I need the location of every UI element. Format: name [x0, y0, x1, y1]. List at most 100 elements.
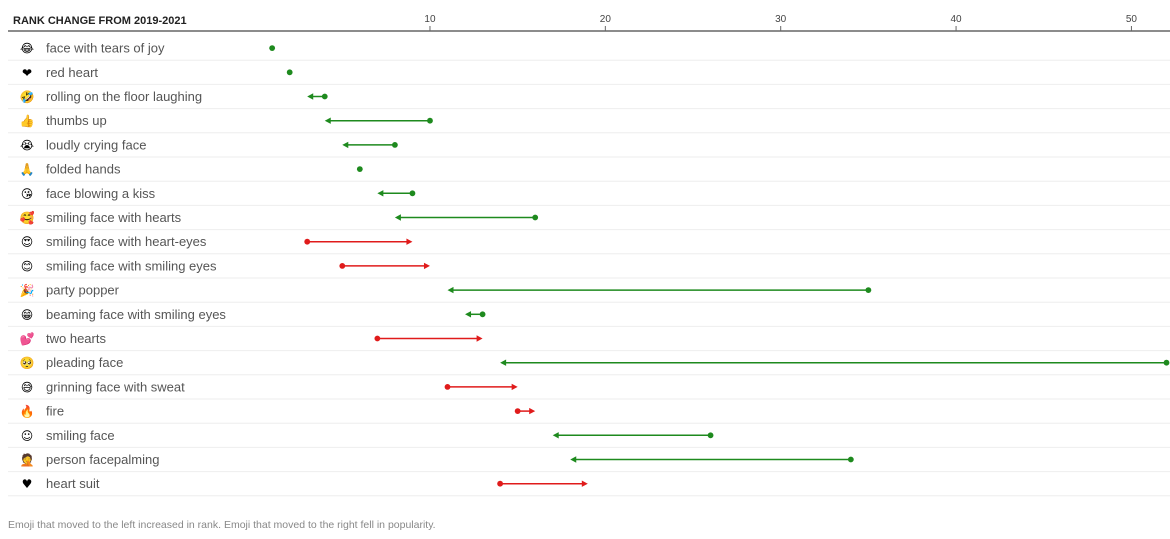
rank-2021-arrowhead	[307, 93, 314, 100]
rank-2021-arrowhead	[324, 117, 331, 124]
rank-2019-dot	[374, 335, 381, 342]
emoji-name-label: face with tears of joy	[46, 41, 165, 56]
rank-2019-dot	[865, 287, 872, 293]
emoji-name-label: thumbs up	[46, 113, 107, 128]
x-tick-label: 10	[424, 14, 436, 25]
rank-2019-dot	[497, 480, 504, 487]
emoji-name-label: face blowing a kiss	[46, 186, 156, 201]
emoji-name-label: red heart	[46, 65, 98, 80]
emoji-row: 🥺 pleading face	[8, 355, 1170, 376]
emoji-name-label: pleading face	[46, 355, 123, 370]
emoji-name-label: smiling face with hearts	[46, 210, 182, 225]
rank-2021-arrowhead	[511, 383, 518, 391]
emoji-name-label: fire	[46, 404, 64, 419]
emoji-name-label: two hearts	[46, 331, 106, 346]
rank-2021-arrowhead	[552, 432, 559, 439]
emoji-name-label: smiling face with heart-eyes	[46, 234, 207, 249]
x-tick-label: 20	[600, 14, 612, 25]
chart-footnote: Emoji that moved to the left increased i…	[8, 519, 436, 531]
x-tick-label: 50	[1126, 14, 1138, 25]
rank-change-chart: RANK CHANGE FROM 2019-2021 10 20 30 40 50 😂 f…	[8, 14, 1170, 497]
emoji-row: 🔥 fire	[8, 404, 1170, 424]
emoji-icon: ♥	[22, 477, 33, 491]
emoji-row: 🤦 person facepalming	[8, 452, 1170, 473]
rank-2019-dot	[304, 238, 311, 245]
rank-2021-arrowhead	[476, 335, 483, 342]
emoji-icon: ☺	[21, 429, 34, 443]
emoji-icon: 🔥	[20, 405, 35, 419]
emoji-row: 😁 beaming face with smiling eyes	[8, 307, 1170, 327]
rank-2019-dot	[409, 190, 416, 197]
rank-2019-dot	[339, 263, 346, 269]
emoji-row: 👍 thumbs up	[8, 113, 1170, 134]
emoji-icon: 😅	[21, 380, 34, 394]
emoji-row: 💕 two hearts	[8, 331, 1170, 352]
emoji-row: ♥ heart suit	[8, 476, 1170, 497]
rank-2019-dot	[847, 456, 854, 463]
emoji-name-label: loudly crying face	[46, 137, 146, 152]
rank-2021-arrowhead	[465, 311, 472, 318]
emoji-icon: 🥰	[20, 210, 35, 225]
emoji-icon: 🤦	[20, 452, 35, 467]
rank-dot	[269, 45, 276, 51]
emoji-name-label: smiling face with smiling eyes	[46, 258, 217, 273]
rank-2019-dot	[392, 142, 398, 148]
rank-2019-dot	[321, 93, 328, 100]
emoji-name-label: party popper	[46, 283, 120, 298]
emoji-row: 🙏 folded hands	[8, 162, 1170, 182]
x-tick-label: 40	[951, 14, 963, 25]
emoji-row: 😊 smiling face with smiling eyes	[8, 258, 1170, 279]
emoji-icon: 🙏	[20, 163, 35, 177]
emoji-name-label: grinning face with sweat	[46, 379, 185, 394]
emoji-name-label: heart suit	[46, 476, 100, 491]
emoji-row: 🎉 party popper	[8, 283, 1170, 303]
emoji-icon: 👍	[20, 114, 35, 128]
x-axis-ticks: 10 20 30 40 50	[424, 14, 1137, 31]
chart-title: RANK CHANGE FROM 2019-2021	[13, 15, 187, 27]
rank-2021-arrowhead	[394, 214, 401, 221]
emoji-icon: 😘	[21, 187, 34, 201]
emoji-icon: 🤣	[19, 90, 35, 105]
emoji-row: ❤ red heart	[8, 65, 1170, 85]
rank-2021-arrowhead	[500, 359, 507, 366]
emoji-name-label: rolling on the floor laughing	[46, 89, 202, 104]
emoji-icon: 💕	[20, 332, 35, 346]
emoji-row: 😘 face blowing a kiss	[8, 186, 1170, 206]
emoji-row: 😅 grinning face with sweat	[8, 379, 1170, 400]
emoji-row: 😍 smiling face with heart-eyes	[8, 234, 1170, 255]
emoji-name-label: beaming face with smiling eyes	[46, 307, 226, 322]
rank-2019-dot	[1163, 359, 1170, 366]
emoji-row: 😂 face with tears of joy	[8, 41, 1170, 61]
rank-2019-dot	[444, 384, 451, 390]
rank-2021-arrowhead	[570, 456, 577, 463]
rank-2021-arrowhead	[377, 190, 384, 197]
rank-dot	[286, 69, 293, 76]
rank-2019-dot	[707, 432, 714, 439]
emoji-name-label: folded hands	[46, 162, 121, 177]
emoji-icon: ❤	[22, 66, 32, 80]
emoji-icon: 😍	[21, 235, 34, 249]
rank-2021-arrowhead	[447, 286, 454, 294]
emoji-icon: 😂	[20, 42, 34, 56]
emoji-row: ☺ smiling face	[8, 428, 1170, 448]
emoji-icon: 🥺	[20, 356, 35, 370]
rank-2019-dot	[514, 408, 521, 414]
x-tick-label: 30	[775, 14, 787, 25]
emoji-name-label: person facepalming	[46, 452, 159, 467]
emoji-icon: 😁	[21, 308, 34, 322]
emoji-row: 🤣 rolling on the floor laughing	[8, 89, 1170, 110]
rank-2021-arrowhead	[529, 407, 536, 415]
rank-dot	[356, 166, 363, 173]
rank-2019-dot	[479, 311, 486, 318]
rank-2021-arrowhead	[406, 238, 413, 245]
rank-2021-arrowhead	[423, 262, 430, 270]
rank-2019-dot	[532, 214, 539, 221]
emoji-row: 😭 loudly crying face	[8, 137, 1170, 158]
rank-2019-dot	[427, 117, 433, 124]
rank-2021-arrowhead	[581, 480, 588, 487]
emoji-icon: 😭	[20, 138, 34, 152]
emoji-name-label: smiling face	[46, 428, 115, 443]
rank-2021-arrowhead	[342, 141, 349, 149]
emoji-rows: 😂 face with tears of joy ❤ red heart 🤣 rollin…	[8, 41, 1170, 497]
emoji-icon: 😊	[21, 259, 34, 273]
